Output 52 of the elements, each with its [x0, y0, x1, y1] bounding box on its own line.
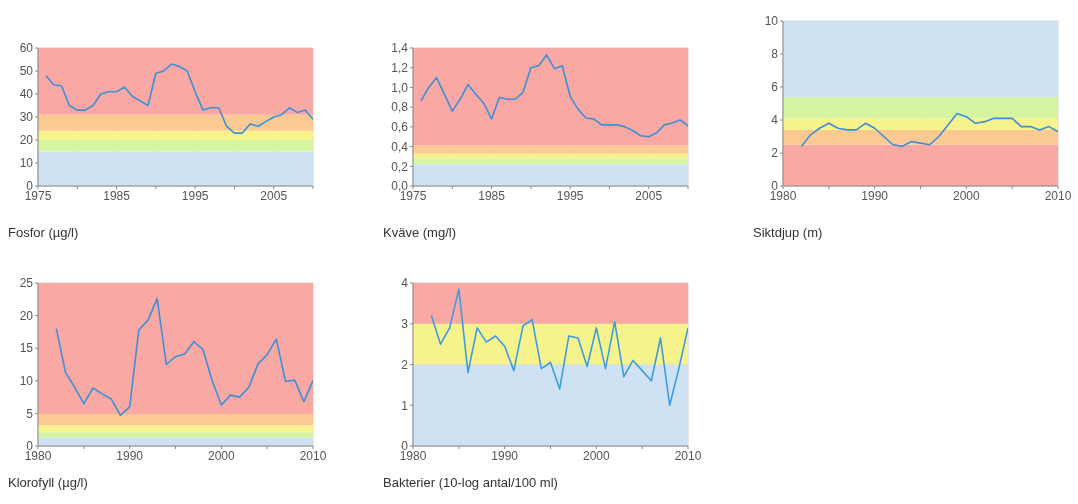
y-tick-label: 15 — [19, 341, 34, 356]
y-tick-label: 10 — [19, 374, 34, 389]
line-series — [430, 288, 688, 407]
y-tick-label: 8 — [771, 47, 779, 62]
y-tick-label: 40 — [19, 87, 34, 102]
y-tick-label: 10 — [764, 14, 779, 29]
y-tick-label: 0,6 — [391, 120, 409, 135]
y-tick-label: 6 — [771, 80, 779, 95]
x-tick-label: 1985 — [103, 188, 131, 203]
line-series — [45, 63, 313, 134]
x-tick-label: 2000 — [582, 448, 610, 463]
text: Siktdjup (m) — [753, 225, 823, 240]
y-tick-label: 5 — [26, 406, 34, 421]
x-tick-label: 1990 — [491, 448, 519, 463]
y-tick-label: 25 — [19, 276, 34, 291]
y-tick-label: 1 — [401, 398, 409, 413]
x-tick-label: 1995 — [556, 188, 584, 203]
x-tick-label: 2000 — [952, 188, 980, 203]
line-series — [420, 54, 688, 138]
y-tick-label: 4 — [401, 276, 409, 291]
x-tick-label: 1985 — [478, 188, 506, 203]
y-tick-label: 50 — [19, 64, 34, 79]
x-tick-label: 2010 — [1044, 188, 1072, 203]
text: Klorofyll (µg/l) — [8, 475, 88, 490]
y-tick-label: 0,8 — [391, 100, 409, 115]
x-tick-label: 2010 — [299, 448, 327, 463]
x-tick-label: 2000 — [207, 448, 235, 463]
x-tick-label: 2005 — [635, 188, 663, 203]
y-tick-label: 4 — [771, 113, 779, 128]
text: Kväve (mg/l) — [383, 225, 456, 240]
y-tick-label: 20 — [19, 133, 34, 148]
y-tick-label: 2 — [401, 357, 409, 372]
y-tick-label: 10 — [19, 156, 34, 171]
y-tick-label: 20 — [19, 308, 34, 323]
x-tick-label: 2005 — [260, 188, 288, 203]
y-tick-label: 1,4 — [391, 41, 409, 56]
y-tick-label: 30 — [19, 110, 34, 125]
text: Bakterier (10-log antal/100 ml) — [383, 475, 558, 490]
y-tick-label: 1,0 — [391, 80, 409, 95]
text: Fosfor (µg/l) — [8, 225, 79, 240]
line-series — [800, 112, 1058, 148]
y-tick-label: 0,2 — [391, 159, 409, 174]
y-tick-label: 2 — [771, 146, 779, 161]
x-tick-label: 1995 — [181, 188, 209, 203]
x-tick-label: 2010 — [674, 448, 702, 463]
y-tick-label: 0,4 — [391, 139, 409, 154]
x-tick-label: 1990 — [861, 188, 889, 203]
line-series — [55, 297, 313, 417]
y-tick-label: 60 — [19, 41, 34, 56]
y-tick-label: 1,2 — [391, 60, 409, 75]
y-tick-label: 3 — [401, 317, 409, 332]
x-tick-label: 1990 — [116, 448, 144, 463]
